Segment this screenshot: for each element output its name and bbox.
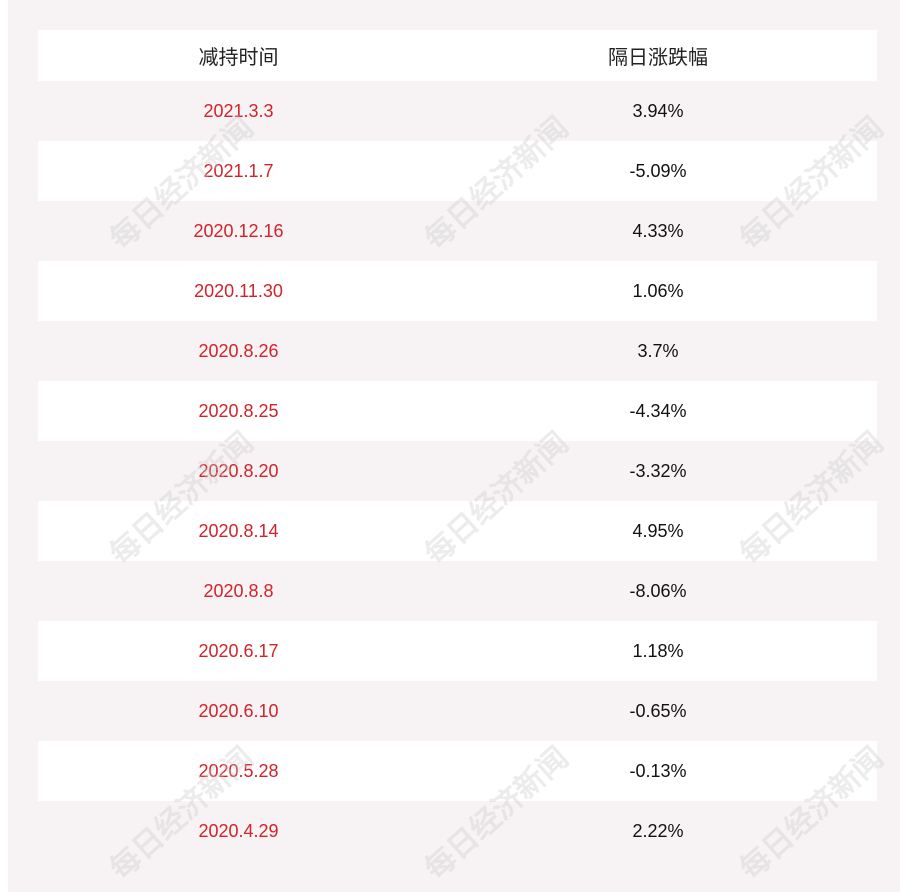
date-cell: 2020.11.30 [194,280,283,301]
change-cell: 4.95% [632,520,684,541]
change-cell: -5.09% [629,160,687,181]
change-cell: -8.06% [629,580,687,601]
data-table: 减持时间 隔日涨跌幅 2021.3.3 3.94% 2021.1.7 -5.09… [38,30,877,861]
header-change: 隔日涨跌幅 [608,45,708,69]
change-cell: 3.7% [637,340,679,361]
table-row: 2020.6.17 1.18% [38,621,877,681]
date-cell: 2020.6.17 [198,640,279,661]
table-header: 减持时间 隔日涨跌幅 [38,30,877,81]
header-date: 减持时间 [198,45,279,69]
table-row: 2020.8.8 -8.06% [38,561,877,621]
date-cell: 2020.8.8 [203,580,274,601]
table-row: 2020.5.28 -0.13% [38,741,877,801]
date-cell: 2020.8.20 [198,460,279,481]
date-cell: 2020.4.29 [198,820,279,841]
date-cell: 2021.1.7 [203,160,274,181]
change-cell: -4.34% [629,400,687,421]
change-cell: 2.22% [632,820,684,841]
table-row: 2020.6.10 -0.65% [38,681,877,741]
date-cell: 2020.8.25 [198,400,279,421]
change-cell: 1.18% [632,640,684,661]
date-cell: 2020.6.10 [198,700,279,721]
date-cell: 2020.8.14 [198,520,279,541]
change-cell: -0.65% [629,700,687,721]
table-row: 2020.8.26 3.7% [38,321,877,381]
change-cell: 4.33% [632,220,684,241]
table-row: 2020.12.16 4.33% [38,201,877,261]
table-row: 2020.11.30 1.06% [38,261,877,321]
table-row: 2020.8.25 -4.34% [38,381,877,441]
table-row: 2020.4.29 2.22% [38,801,877,861]
table-row: 2020.8.14 4.95% [38,501,877,561]
table-row: 2021.3.3 3.94% [38,81,877,141]
date-cell: 2020.8.26 [198,340,279,361]
date-cell: 2020.5.28 [198,760,279,781]
date-cell: 2021.3.3 [203,100,274,121]
change-cell: -3.32% [629,460,687,481]
change-cell: -0.13% [629,760,687,781]
change-cell: 3.94% [632,100,684,121]
table-row: 2020.8.20 -3.32% [38,441,877,501]
change-cell: 1.06% [632,280,684,301]
table-row: 2021.1.7 -5.09% [38,141,877,201]
date-cell: 2020.12.16 [193,220,284,241]
